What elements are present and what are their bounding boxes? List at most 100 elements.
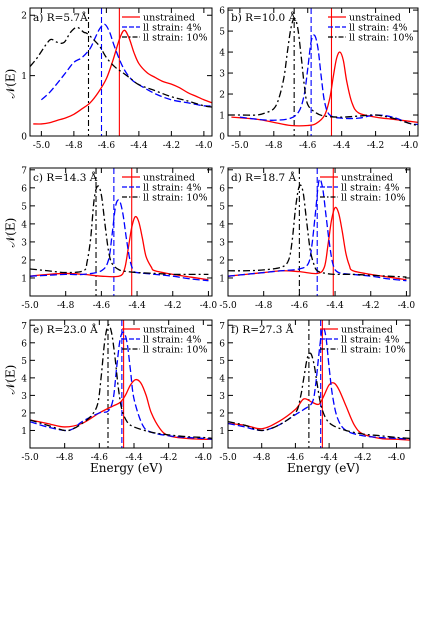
x-tick-label: -4.4 [125,453,143,463]
series-line-3 [30,26,212,108]
y-tick-label: 6 [21,184,27,194]
ylabel-row3: 𝒩(E) [3,364,18,395]
legend-label: unstrained [349,13,401,24]
x-tick-label: -5.0 [21,301,39,311]
y-tick-label: 7 [219,322,225,332]
y-tick-label: 4 [219,374,225,384]
legend-label: ll strain: 4% [349,23,407,34]
x-tick-label: -4.4 [130,141,148,151]
legend-label: unstrained [341,325,393,336]
x-tick-label: -4.4 [326,301,344,311]
y-tick-label: 2 [21,256,27,266]
plot-area [30,8,212,136]
y-tick-label: 5 [21,202,27,212]
y-tick-label: 4 [21,374,27,384]
panel-frame [29,319,213,449]
panel-3: -5.0 -4.8 -4.6 -4.4 -4.2 -4.0 1 2 3 4 5 6 7 c) R=14.3… [21,166,217,311]
plot-area [30,320,212,448]
x-tick-label: -5.0 [33,141,51,151]
y-tick-label: 2 [21,12,27,22]
ylabel-row1: 𝒩(E) [3,68,18,99]
plot-area [228,168,407,296]
panel-frame [227,167,411,297]
x-tick-label: -4.6 [291,301,309,311]
panel-5: -5.0 -4.8 -4.6 -4.4 -4.2 -4.0 1 2 3 4 5 6 7 e) R=23.0… [21,319,213,463]
x-tick-label: -4.0 [388,453,406,463]
legend-label: unstrained [143,325,195,336]
x-tick-label: -5.0 [231,141,249,151]
y-tick-label: 4 [21,220,27,230]
panel-label: c) R=14.3 Å [33,170,98,184]
legend-label: unstrained [143,173,195,184]
panel-label: a) R=5.7Å [33,10,88,24]
panel-label: b) R=10.0 Å [231,10,297,24]
y-tick-label: 3 [219,70,225,80]
x-tick-label: -4.2 [163,141,180,151]
series-line-1 [228,382,410,441]
y-tick-label: 2 [219,409,225,419]
x-tick-label: -4.2 [160,453,177,463]
y-tick-label: 2 [219,256,225,266]
legend-label: ll strain: 10% [341,345,406,356]
series-line-2 [228,327,410,440]
x-tick-label: -4.6 [93,301,111,311]
legend-label: ll strain: 4% [143,335,201,346]
y-tick-label: 6 [219,339,225,349]
series-line-1 [33,29,212,125]
y-tick-label: 7 [21,322,27,332]
legend-label: ll strain: 4% [341,335,399,346]
y-tick-label: 5 [219,202,225,212]
x-tick-label: -4.0 [195,453,213,463]
legend-label: ll strain: 10% [341,193,406,204]
series-line-1 [30,378,212,440]
y-tick-label: 3 [21,392,27,402]
x-tick-label: -4.8 [265,141,283,151]
y-tick-label: 0 [21,133,27,143]
x-tick-label: -4.6 [91,453,109,463]
x-tick-label: -5.0 [219,301,237,311]
legend-label: ll strain: 10% [143,345,208,356]
x-tick-label: -5.0 [219,453,237,463]
y-tick-label: 0 [219,133,225,143]
y-tick-label: 5 [219,357,225,367]
plot-area [228,8,418,136]
series-line-2 [239,34,418,126]
y-tick-label: 6 [219,7,225,17]
panel-1: -5.0 -4.8 -4.6 -4.4 -4.2 -4.0 0 1 2 a) R=5.7Å unst… [21,7,213,151]
xlabel-left: Energy (eV) [90,461,163,475]
y-tick-label: 5 [21,357,27,367]
panel-frame [29,7,213,137]
y-tick-label: 4 [219,49,225,59]
x-tick-label: -4.8 [56,453,74,463]
panel-label: e) R=23.0 Å [33,322,98,336]
plot-area [228,320,410,448]
y-tick-label: 1 [219,427,225,437]
series-line-2 [40,23,212,107]
legend-label: ll strain: 10% [349,33,414,44]
series-line-3 [228,184,407,278]
panel-2: -5.0 -4.8 -4.6 -4.4 -4.2 -4.0 0 1 2 3 4 5 6 b) R=10.0… [219,7,419,151]
y-tick-label: 6 [21,339,27,349]
y-tick-label: 2 [21,409,27,419]
x-tick-label: -4.0 [401,141,419,151]
y-tick-label: 3 [219,392,225,402]
x-tick-label: -4.4 [128,301,146,311]
y-tick-label: 1 [21,427,27,437]
series-line-3 [228,352,410,440]
x-tick-label: -4.8 [65,141,83,151]
panel-6: -5.0 -4.8 -4.6 -4.4 -4.2 -4.0 1 2 3 4 5 6 7 f) R=27.3… [219,319,411,463]
legend-label: ll strain: 4% [143,183,201,194]
legend-label: ll strain: 10% [143,33,208,44]
series-line-3 [228,17,418,127]
legend-label: ll strain: 4% [341,183,399,194]
x-tick-label: -4.8 [57,301,75,311]
legend-label: ll strain: 4% [143,23,201,34]
y-tick-label: 7 [219,166,225,176]
x-tick-label: -4.2 [164,301,181,311]
x-tick-label: -4.2 [354,453,371,463]
y-tick-label: 6 [219,184,225,194]
panel-4: -5.0 -4.8 -4.6 -4.4 -4.2 -4.0 1 2 3 4 5 6 7 d) R=18.7… [219,166,415,311]
x-tick-label: -4.0 [398,301,416,311]
panel-frame [29,167,213,297]
